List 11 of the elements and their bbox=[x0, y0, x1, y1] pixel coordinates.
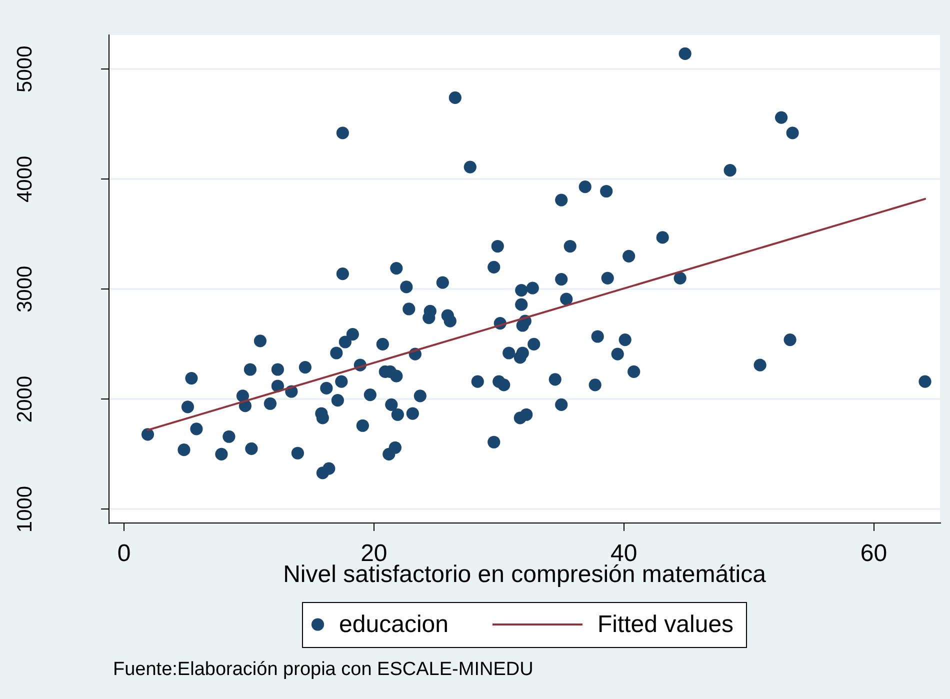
x-axis-title: Nivel satisfactorio en compresión matemática bbox=[283, 561, 767, 588]
y-tick-label: 5000 bbox=[13, 46, 36, 92]
legend-label: educacion bbox=[339, 611, 448, 638]
y-tick-label: 2000 bbox=[13, 376, 36, 423]
x-tick-label: 60 bbox=[860, 540, 888, 568]
y-tick-label: 1000 bbox=[13, 486, 36, 533]
y-tick-label: 3000 bbox=[13, 266, 36, 313]
source-note: Fuente:Elaboración propia con ESCALE-MINEDU bbox=[113, 659, 534, 680]
y-tick-label: 4000 bbox=[13, 156, 36, 203]
legend-label: Fitted values bbox=[597, 611, 734, 638]
x-tick-label: 0 bbox=[117, 540, 131, 568]
